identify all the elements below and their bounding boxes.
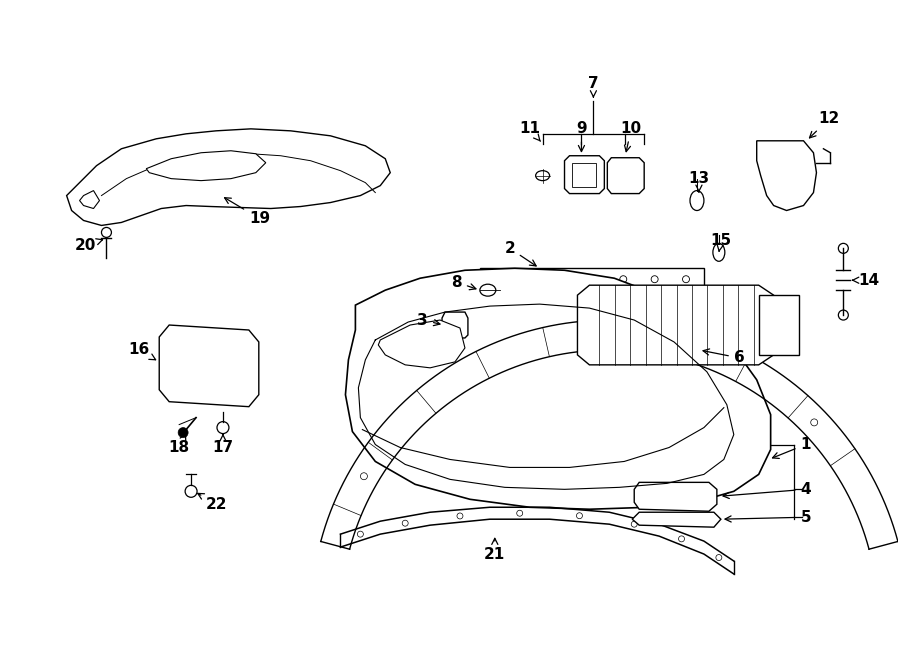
Polygon shape (578, 285, 774, 365)
Circle shape (811, 419, 818, 426)
Circle shape (779, 154, 794, 168)
Circle shape (675, 492, 683, 500)
Polygon shape (572, 163, 597, 186)
Ellipse shape (713, 243, 725, 261)
Ellipse shape (690, 190, 704, 210)
Text: 20: 20 (75, 238, 103, 253)
Text: 8: 8 (451, 275, 476, 290)
Circle shape (719, 355, 726, 362)
Circle shape (679, 536, 685, 542)
Text: 1: 1 (772, 437, 811, 459)
Circle shape (779, 178, 794, 192)
Text: 21: 21 (484, 538, 506, 562)
Text: 7: 7 (588, 75, 598, 97)
Text: 11: 11 (519, 122, 540, 141)
Text: 3: 3 (418, 313, 440, 328)
Polygon shape (159, 325, 259, 407)
Text: 22: 22 (198, 493, 228, 512)
Text: 18: 18 (168, 434, 190, 455)
Circle shape (457, 513, 463, 519)
Circle shape (185, 359, 197, 371)
Circle shape (682, 276, 689, 283)
Circle shape (839, 243, 849, 253)
Ellipse shape (617, 168, 634, 184)
Circle shape (517, 510, 523, 516)
Text: 16: 16 (128, 342, 156, 360)
Polygon shape (79, 190, 100, 208)
Circle shape (703, 492, 711, 500)
Circle shape (620, 276, 626, 283)
Circle shape (178, 428, 188, 438)
Circle shape (357, 531, 364, 537)
Circle shape (435, 389, 442, 396)
Text: 2: 2 (504, 241, 536, 266)
Ellipse shape (536, 171, 550, 180)
Polygon shape (147, 151, 266, 180)
Circle shape (716, 555, 722, 561)
Circle shape (220, 342, 232, 354)
Circle shape (652, 276, 658, 283)
Text: 14: 14 (852, 273, 879, 288)
Text: 17: 17 (212, 434, 233, 455)
Circle shape (577, 513, 582, 519)
Circle shape (402, 520, 409, 526)
Polygon shape (632, 512, 721, 527)
Polygon shape (67, 129, 391, 225)
Circle shape (572, 334, 579, 340)
Text: 15: 15 (710, 233, 732, 251)
Circle shape (645, 492, 653, 500)
Polygon shape (378, 320, 465, 368)
Text: 12: 12 (809, 112, 840, 138)
Polygon shape (564, 156, 604, 194)
Ellipse shape (480, 284, 496, 296)
Circle shape (557, 276, 564, 283)
Polygon shape (634, 483, 717, 511)
Circle shape (691, 492, 699, 500)
Polygon shape (757, 141, 816, 210)
Text: 10: 10 (621, 122, 642, 151)
Polygon shape (442, 312, 468, 338)
Text: 4: 4 (723, 482, 811, 498)
Circle shape (526, 276, 533, 283)
Circle shape (185, 379, 197, 391)
Text: 13: 13 (688, 171, 709, 192)
Polygon shape (346, 268, 770, 509)
Circle shape (631, 521, 637, 527)
Bar (480, 268, 704, 290)
Text: 9: 9 (576, 122, 587, 151)
Circle shape (102, 227, 112, 237)
Ellipse shape (321, 180, 339, 192)
Circle shape (660, 492, 668, 500)
Polygon shape (608, 158, 644, 194)
Text: 19: 19 (225, 198, 270, 226)
Circle shape (217, 422, 229, 434)
Text: 6: 6 (703, 349, 744, 366)
Circle shape (494, 276, 501, 283)
Circle shape (185, 485, 197, 497)
Ellipse shape (287, 163, 315, 178)
Circle shape (839, 310, 849, 320)
Circle shape (220, 379, 232, 391)
Circle shape (185, 342, 197, 354)
Text: 5: 5 (725, 510, 811, 525)
Polygon shape (759, 295, 798, 355)
Circle shape (589, 276, 596, 283)
Circle shape (360, 473, 367, 480)
